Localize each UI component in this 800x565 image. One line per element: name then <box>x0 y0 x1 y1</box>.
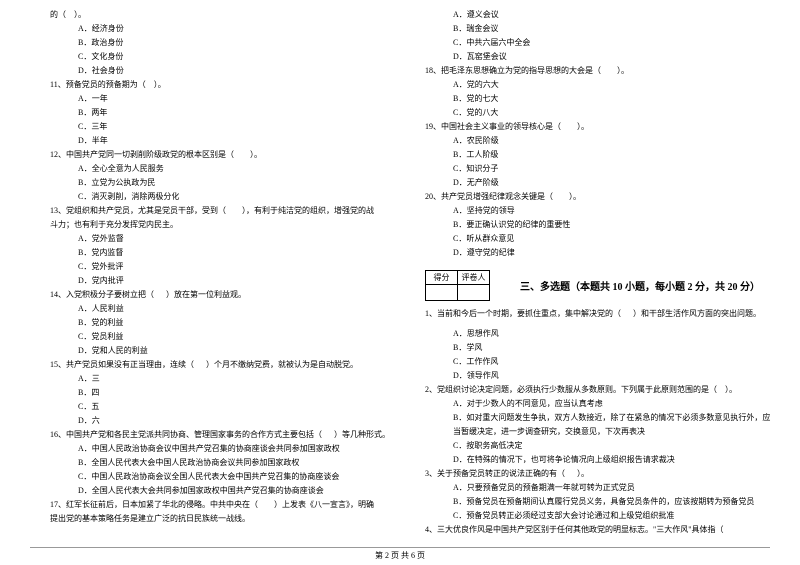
score-head-marker: 评卷人 <box>458 271 490 285</box>
q14-stem: 14、入党积极分子要树立把（ ）放在第一位利益观。 <box>50 288 395 302</box>
score-cell-score <box>426 285 458 301</box>
q13-opt-b: B．党内监督 <box>50 246 395 260</box>
q15-opt-b: B．四 <box>50 386 395 400</box>
q19-opt-d: D．无产阶级 <box>425 176 770 190</box>
q16-stem: 16、中国共产党和各民主党派共同协商、管理国家事务的合作方式主要包括（ ）等几种… <box>50 428 395 442</box>
q16-opt-d: D．全国人民代表大会共同参加国家政权中国共产党召集的协商座谈会 <box>50 484 395 498</box>
q17-stem: 17、红军长征前后，日本加紧了华北的侵略。中共中央在（ ）上发表《八一宣言》，明… <box>50 498 395 526</box>
q19-opt-c: C．知识分子 <box>425 162 770 176</box>
mq2-opt-c: C．按职务高低决定 <box>425 439 770 453</box>
mq2-stem: 2、党组织讨论决定问题，必须执行少数服从多数原则。下列属于此原则范围的是（ ）。 <box>425 383 770 397</box>
q16-opt-c: C．中国人民政治协商会议全国人民代表大会中国共产党召集的协商座谈会 <box>50 470 395 484</box>
q11-opt-c: C．三年 <box>50 120 395 134</box>
q12-stem: 12、中国共产党同一切剥削阶级政党的根本区别是（ ）。 <box>50 148 395 162</box>
q14-opt-c: C．党员利益 <box>50 330 395 344</box>
page-number: 第 2 页 共 6 页 <box>375 551 425 560</box>
q13-stem: 13、党组织和共产党员，尤其是党员干部，受到（ ），有利于纯洁党的组织，增强党的… <box>50 204 395 232</box>
q11-opt-a: A．一年 <box>50 92 395 106</box>
q14-opt-b: B．党的利益 <box>50 316 395 330</box>
mq3-stem: 3、关于预备党员转正的说法正确的有（ ）。 <box>425 467 770 481</box>
q19-stem: 19、中国社会主义事业的领导核心是（ ）。 <box>425 120 770 134</box>
mq2-opt-b: B．如对重大问题发生争执，双方人数接近，除了在紧急的情况下必须多数意见执行外，应… <box>425 411 770 439</box>
q20-opt-d: D．遵守党的纪律 <box>425 246 770 260</box>
q11-opt-d: D．半年 <box>50 134 395 148</box>
q13-opt-a: A．党外监督 <box>50 232 395 246</box>
right-column: A．遵义会议 B．瑞金会议 C．中共六届六中全会 D．瓦窑堡会议 18、把毛泽东… <box>410 8 770 540</box>
mq1-stem: 1、当前和今后一个时期，要抓住重点，集中解决党的（ ）和干部生活作风方面的突出问… <box>425 307 770 321</box>
q18-opt-b: B．党的七大 <box>425 92 770 106</box>
score-head-score: 得分 <box>426 271 458 285</box>
mq1-opt-d: D．领导作风 <box>425 369 770 383</box>
mq1-opt-c: C．工作作风 <box>425 355 770 369</box>
section-3-title: 三、多选题（本题共 10 小题，每小题 2 分，共 20 分） <box>520 278 760 293</box>
mq4-stem: 4、三大优良作风是中国共产党区别于任何其他政党的明显标志。"三大作风"具体指（ <box>425 523 770 537</box>
q10-opt-c: C．文化身份 <box>50 50 395 64</box>
q17-opt-a: A．遵义会议 <box>425 8 770 22</box>
q10-opt-b: B．政治身份 <box>50 36 395 50</box>
q15-opt-a: A．三 <box>50 372 395 386</box>
mq1-opt-b: B．学风 <box>425 341 770 355</box>
q15-stem: 15、共产党员如果没有正当理由，连续（ ）个月不缴纳党费，就被认为是自动脱党。 <box>50 358 395 372</box>
q20-stem: 20、共产党员增强纪律观念关键是（ ）。 <box>425 190 770 204</box>
score-table: 得分 评卷人 <box>425 270 490 301</box>
page-footer: 第 2 页 共 6 页 <box>0 547 800 561</box>
q14-opt-a: A．人民利益 <box>50 302 395 316</box>
page-container: 的（ ）。 A．经济身份 B．政治身份 C．文化身份 D．社会身份 11、预备党… <box>0 0 800 540</box>
left-column: 的（ ）。 A．经济身份 B．政治身份 C．文化身份 D．社会身份 11、预备党… <box>50 8 410 540</box>
q11-opt-b: B．两年 <box>50 106 395 120</box>
q15-opt-c: C．五 <box>50 400 395 414</box>
q13-opt-c: C．党外批评 <box>50 260 395 274</box>
q10-opt-d: D．社会身份 <box>50 64 395 78</box>
mq3-opt-b: B．预备党员在预备期间认真履行党员义务，具备党员条件的，应该按期转为预备党员 <box>425 495 770 509</box>
mq1-opt-a: A．思想作风 <box>425 327 770 341</box>
q17-opt-d: D．瓦窑堡会议 <box>425 50 770 64</box>
q20-opt-b: B．要正确认识党的纪律的重要性 <box>425 218 770 232</box>
q13-opt-d: D．党内批评 <box>50 274 395 288</box>
mq2-opt-d: D．在特殊的情况下，也可将争论情况向上级组织报告请求裁决 <box>425 453 770 467</box>
q11-stem: 11、预备党员的预备期为（ ）。 <box>50 78 395 92</box>
mq2-opt-a: A．对于少数人的不同意见，应当认真考虑 <box>425 397 770 411</box>
q14-opt-d: D．党和人民的利益 <box>50 344 395 358</box>
q19-opt-b: B．工人阶级 <box>425 148 770 162</box>
q12-opt-c: C．消灭剥削，消除两极分化 <box>50 190 395 204</box>
q18-stem: 18、把毛泽东思想确立为党的指导思想的大会是（ ）。 <box>425 64 770 78</box>
q10-stem-tail: 的（ ）。 <box>50 8 395 22</box>
q19-opt-a: A．农民阶级 <box>425 134 770 148</box>
q12-opt-a: A．全心全意为人民服务 <box>50 162 395 176</box>
q10-opt-a: A．经济身份 <box>50 22 395 36</box>
section-3-header: 得分 评卷人 三、多选题（本题共 10 小题，每小题 2 分，共 20 分） <box>425 270 770 301</box>
q16-opt-a: A．中国人民政治协商会议中国共产党召集的协商座谈会共同参加国家政权 <box>50 442 395 456</box>
q15-opt-d: D．六 <box>50 414 395 428</box>
mq3-opt-a: A．只要预备党员的预备期满一年就可转为正式党员 <box>425 481 770 495</box>
q17-opt-c: C．中共六届六中全会 <box>425 36 770 50</box>
q16-opt-b: B．全国人民代表大会中国人民政治协商会议共同参加国家政权 <box>50 456 395 470</box>
footer-rule <box>30 547 770 548</box>
q20-opt-c: C．听从群众意见 <box>425 232 770 246</box>
q17-opt-b: B．瑞金会议 <box>425 22 770 36</box>
score-cell-marker <box>458 285 490 301</box>
q12-opt-b: B．立党为公执政为民 <box>50 176 395 190</box>
q18-opt-a: A．党的六大 <box>425 78 770 92</box>
q20-opt-a: A．坚持党的领导 <box>425 204 770 218</box>
mq3-opt-c: C．预备党员转正必须经过支部大会讨论通过和上级党组织批准 <box>425 509 770 523</box>
q18-opt-c: C．党的八大 <box>425 106 770 120</box>
